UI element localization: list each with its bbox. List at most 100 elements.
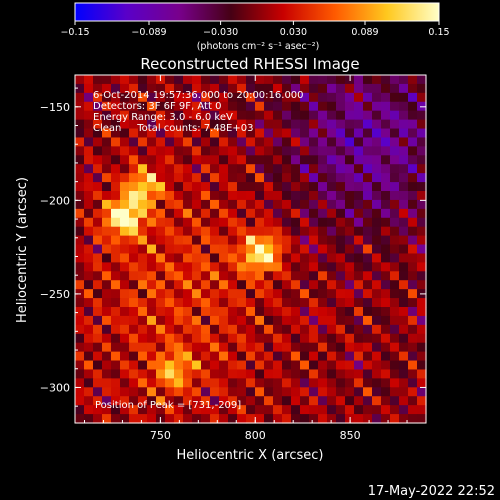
heatmap-cell (192, 387, 202, 397)
heatmap-cell (327, 137, 337, 147)
heatmap-cell (138, 110, 148, 121)
heatmap-cell (84, 351, 94, 362)
colorbar-tick-label: 0.030 (280, 27, 307, 38)
heatmap-cell (84, 75, 94, 85)
heatmap-cell (156, 387, 166, 397)
heatmap-cell (102, 342, 112, 353)
heatmap-cell (93, 315, 103, 326)
heatmap-cell (300, 307, 310, 317)
heatmap-cell (165, 164, 175, 174)
heatmap-cell (255, 173, 265, 183)
heatmap-cell (408, 137, 418, 147)
heatmap-cell (345, 396, 355, 406)
heatmap-cell (165, 342, 175, 353)
heatmap-cell (264, 324, 274, 335)
heatmap-cell (318, 280, 328, 290)
heatmap-cell (264, 75, 274, 85)
heatmap-cell (408, 244, 418, 255)
x-tick-label: 850 (340, 429, 361, 442)
heatmap-cell (390, 83, 400, 94)
heatmap-cell (264, 217, 274, 228)
heatmap-cell (354, 405, 364, 415)
heatmap-cell (111, 342, 121, 353)
heatmap-cell (246, 110, 256, 121)
heatmap-cell (327, 342, 337, 353)
heatmap-cell (282, 253, 292, 263)
heatmap-cell (138, 315, 148, 326)
heatmap-cell (120, 315, 130, 326)
heatmap-cell (192, 324, 202, 335)
heatmap-cell (129, 199, 139, 210)
heatmap-cell (381, 137, 391, 147)
heatmap-cell (309, 289, 319, 299)
heatmap-cell (273, 155, 283, 165)
heatmap-cell (228, 289, 238, 299)
heatmap-cell (372, 262, 382, 272)
heatmap-cell (93, 351, 103, 362)
heatmap-cell (255, 119, 265, 130)
heatmap-cell (336, 307, 346, 317)
heatmap-cell (345, 307, 355, 317)
heatmap-cell (210, 298, 220, 308)
heatmap-cell (174, 173, 184, 183)
heatmap-cell (336, 253, 346, 263)
heatmap-cell (75, 137, 85, 147)
heatmap-cell (147, 262, 157, 272)
heatmap-cell (318, 369, 328, 379)
heatmap-cell (156, 164, 166, 174)
heatmap-cell (399, 414, 409, 424)
heatmap-cell (183, 173, 193, 183)
heatmap-cell (363, 315, 373, 326)
heatmap-cell (399, 271, 409, 281)
heatmap-cell (75, 369, 85, 379)
heatmap-cell (390, 324, 400, 335)
heatmap-cell (120, 226, 130, 237)
heatmap-cell (147, 155, 157, 165)
heatmap-cell (120, 119, 130, 130)
heatmap-cell (309, 351, 319, 362)
heatmap-cell (174, 83, 184, 94)
heatmap-cell (282, 83, 292, 94)
heatmap-cell (363, 155, 373, 165)
heatmap-cell (228, 333, 238, 344)
heatmap-cell (363, 128, 373, 139)
heatmap-cell (192, 199, 202, 210)
heatmap-cell (300, 208, 310, 219)
heatmap-cell (318, 360, 328, 371)
heatmap-cell (345, 244, 355, 255)
heatmap-cell (84, 342, 94, 353)
heatmap-cell (300, 235, 310, 246)
heatmap-cell (237, 262, 247, 272)
heatmap-cell (156, 271, 166, 281)
heatmap-cell (219, 324, 229, 335)
annotation-energy: Energy Range: 3.0 - 6.0 keV (93, 112, 233, 123)
heatmap-cell (156, 396, 166, 406)
heatmap-cell (390, 369, 400, 379)
heatmap-cell (84, 315, 94, 326)
heatmap-cell (201, 369, 211, 379)
heatmap-cell (165, 191, 175, 201)
heatmap-cell (354, 351, 364, 362)
heatmap-cell (246, 155, 256, 165)
heatmap-cell (219, 307, 229, 317)
heatmap-cell (399, 315, 409, 326)
heatmap-cell (246, 271, 256, 281)
heatmap-cell (246, 324, 256, 335)
heatmap-cell (192, 235, 202, 246)
heatmap-cell (228, 137, 238, 147)
heatmap-cell (363, 217, 373, 228)
heatmap-cell (156, 333, 166, 344)
heatmap-cell (210, 244, 220, 255)
heatmap-cell (129, 146, 139, 156)
heatmap-cell (183, 235, 193, 246)
heatmap-cell (102, 333, 112, 344)
heatmap-cell (102, 405, 112, 415)
heatmap-cell (156, 342, 166, 353)
heatmap-cell (210, 378, 220, 388)
heatmap-cell (84, 378, 94, 388)
heatmap-cell (318, 271, 328, 281)
heatmap-cell (381, 405, 391, 415)
heatmap-cell (273, 307, 283, 317)
heatmap-cell (183, 351, 193, 362)
heatmap-cell (336, 405, 346, 415)
